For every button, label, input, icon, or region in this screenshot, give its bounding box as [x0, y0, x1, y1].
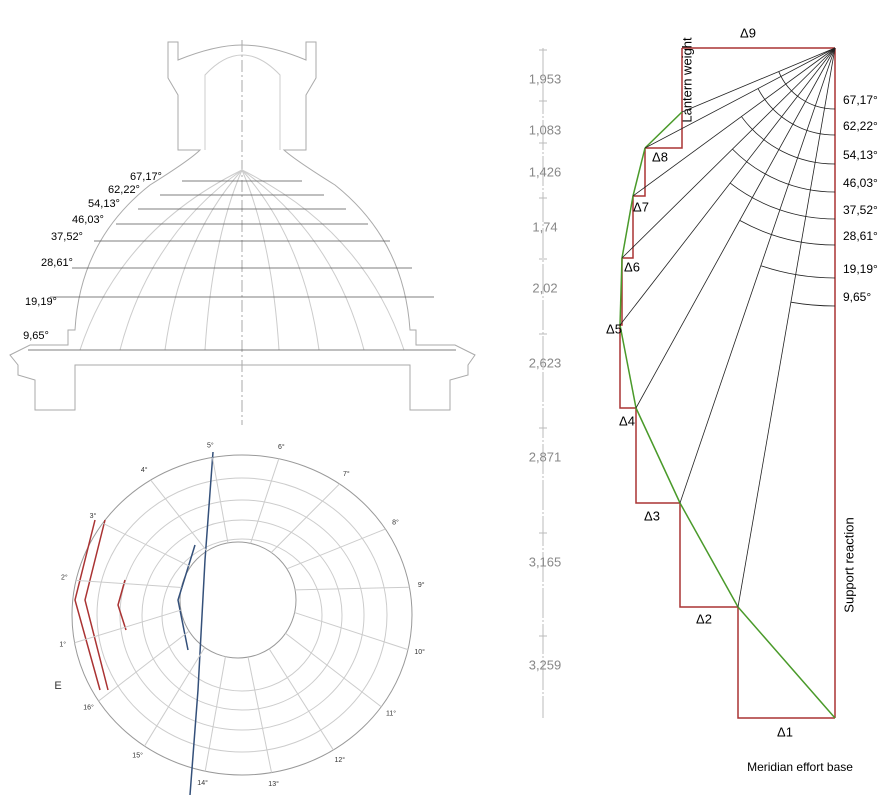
radial-line [269, 649, 333, 750]
funicular-segment [680, 503, 738, 607]
radial-line [212, 457, 227, 542]
support-label: Support reaction [841, 517, 856, 612]
ray [682, 48, 835, 112]
ring-label: 6° [278, 443, 285, 451]
delta-label: Δ1 [777, 724, 793, 739]
ring-label: 15° [132, 752, 143, 760]
radial-line [99, 631, 189, 701]
angle-label: 67,17° [843, 93, 878, 107]
radial-line [287, 529, 385, 569]
angle-label: 19,19° [843, 262, 878, 276]
angle-label: 37,52° [51, 231, 83, 243]
angle-label: 46,03° [72, 214, 104, 226]
funicular-segment [645, 112, 682, 148]
delta-label: Δ4 [619, 413, 635, 428]
ring-label: 7° [343, 470, 350, 478]
radial-line [295, 587, 409, 590]
ring-label: 10° [414, 648, 425, 656]
angle-arc [740, 220, 835, 245]
angle-label: 37,52° [843, 203, 878, 217]
ray [680, 48, 835, 503]
angle-label: 9,65° [23, 330, 49, 342]
ring-label: 12° [334, 756, 345, 764]
radial-line [76, 580, 181, 587]
angle-label: 9,65° [843, 290, 871, 304]
radial-line [103, 523, 191, 567]
angle-label: 67,17° [130, 171, 162, 183]
scale-label: 2,871 [529, 449, 562, 464]
funicular-segment [620, 325, 636, 408]
ring-label: 16° [83, 703, 94, 711]
ray [633, 48, 835, 196]
delta-label: Δ2 [696, 611, 712, 626]
radial-line [295, 613, 408, 650]
radial-line [75, 610, 181, 643]
scale-label: 1,426 [529, 164, 562, 179]
angle-arc [741, 117, 835, 164]
radial-line [205, 657, 225, 772]
scale-label: 1,74 [532, 219, 557, 234]
angle-arc [779, 72, 835, 109]
radial-line [151, 480, 207, 551]
angle-label: 54,13° [843, 148, 878, 162]
ring-label: 4° [141, 466, 148, 474]
angle-label: 62,22° [108, 184, 140, 196]
base-label: Meridian effort base [747, 760, 853, 774]
radial-line [286, 633, 382, 707]
scale-label: 3,165 [529, 554, 562, 569]
ring-label: 3° [90, 512, 97, 520]
radial-line [248, 657, 271, 772]
east-label: E [54, 680, 61, 692]
radial-line [144, 648, 204, 747]
ray [645, 48, 835, 148]
delta-label: Δ5 [606, 321, 622, 336]
angle-label: 46,03° [843, 176, 878, 190]
ring-label: 11° [386, 709, 396, 717]
delta-label: Δ6 [624, 259, 640, 274]
ring-label: 9° [418, 581, 425, 589]
ray [636, 48, 835, 408]
delta-label: Δ7 [633, 199, 649, 214]
angle-label: 62,22° [843, 119, 878, 133]
angle-arc [732, 149, 835, 192]
ring-label: 5° [207, 441, 214, 449]
plan-rings [72, 455, 412, 775]
angle-label: 54,13° [88, 198, 120, 210]
scale-label: 2,623 [529, 355, 562, 370]
scale-label: 3,259 [529, 657, 562, 672]
delta-label: Δ3 [644, 508, 660, 523]
funicular-segment [636, 408, 680, 503]
radial-line [271, 484, 339, 553]
diagram: Lantern weight Δ9 Support reaction Merid… [0, 0, 882, 805]
scale-label: 2,02 [532, 280, 557, 295]
ray [620, 48, 835, 325]
scale-label: 1,953 [529, 71, 562, 86]
ring-label: 8° [392, 518, 399, 526]
angle-arc [791, 302, 835, 306]
scale-label: 1,083 [529, 122, 562, 137]
angle-label: 28,61° [843, 229, 878, 243]
delta-label: Δ9 [740, 25, 756, 40]
funicular-segment [738, 607, 835, 718]
angle-label: 19,19° [25, 296, 57, 308]
ring-label: 1° [59, 641, 66, 649]
angle-arc [761, 266, 835, 278]
angle-label: 28,61° [41, 257, 73, 269]
ray [738, 48, 835, 607]
ring-label: 2° [61, 574, 68, 582]
ring-label: 13° [268, 780, 279, 788]
delta-label: Δ8 [652, 149, 668, 164]
ring-label: 14° [197, 779, 208, 787]
